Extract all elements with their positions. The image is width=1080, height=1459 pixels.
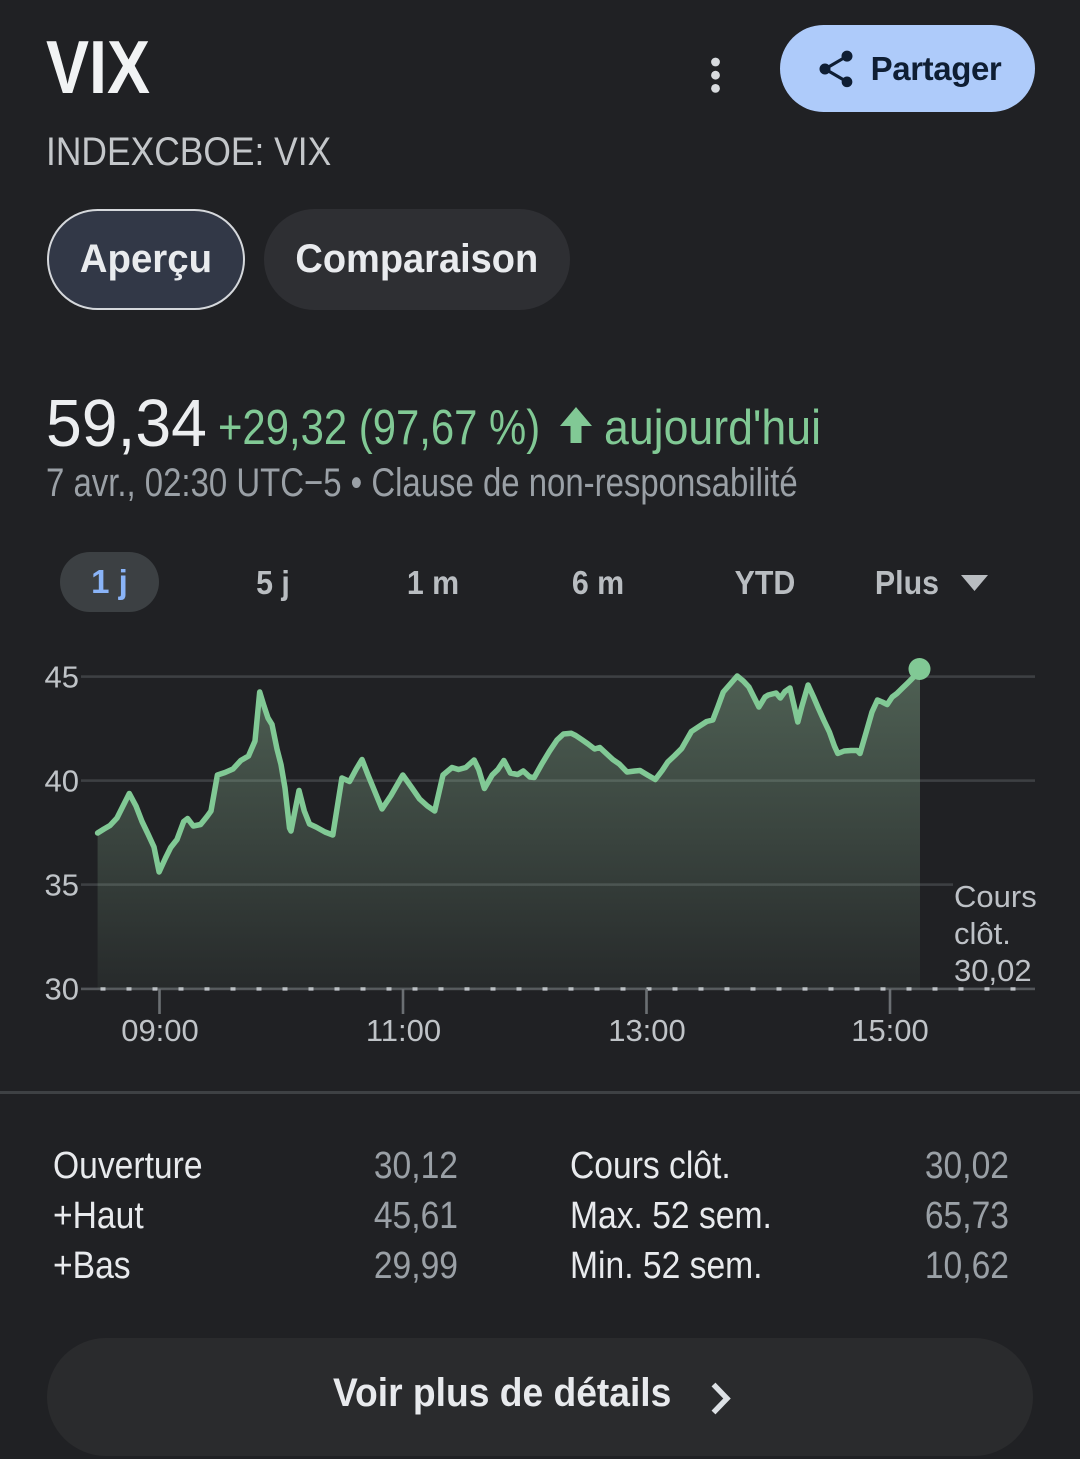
svg-text:clôt.: clôt. (954, 916, 1011, 951)
svg-text:11:00: 11:00 (366, 1013, 441, 1048)
svg-text:45: 45 (45, 659, 79, 694)
svg-text:13:00: 13:00 (608, 1013, 686, 1048)
svg-text:15:00: 15:00 (851, 1013, 929, 1048)
svg-text:09:00: 09:00 (121, 1013, 199, 1048)
svg-text:Cours: Cours (954, 879, 1037, 914)
svg-text:35: 35 (45, 867, 79, 902)
svg-text:40: 40 (45, 763, 79, 798)
svg-text:30: 30 (45, 971, 79, 1006)
svg-text:30,02: 30,02 (954, 953, 1032, 988)
